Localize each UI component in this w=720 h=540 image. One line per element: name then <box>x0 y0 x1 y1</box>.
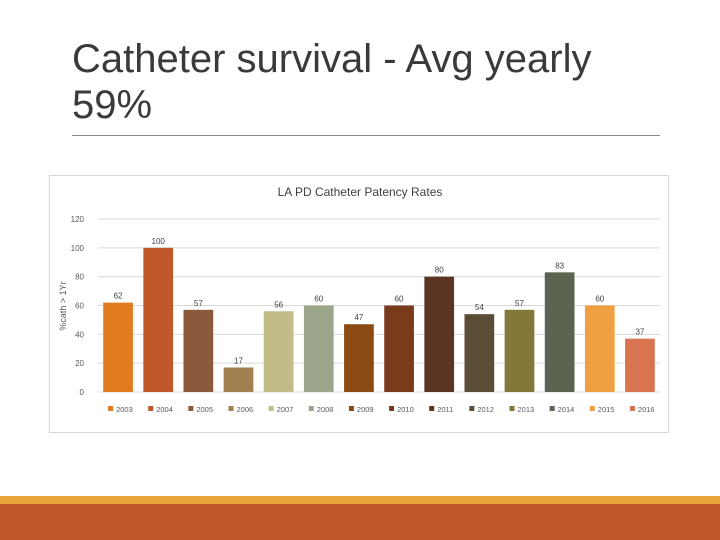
chart-title: LA PD Catheter Patency Rates <box>278 185 443 199</box>
data-label-2016: 37 <box>635 328 644 337</box>
bar-2015 <box>584 305 615 392</box>
bar-2004 <box>143 247 174 392</box>
data-label-2005: 57 <box>194 299 203 308</box>
legend: 2003 2004 2005 2006 2007 2008 2009 2010 2011 2012… <box>108 405 655 414</box>
y-axis-label: %cath > 1Yr <box>58 281 68 330</box>
data-label-2009: 47 <box>354 313 363 322</box>
bar-2013 <box>504 309 535 392</box>
legend-swatch-2007 <box>268 406 274 411</box>
y-axis-ticks: 0 20 40 60 80 100 120 <box>71 215 85 397</box>
bar-2016 <box>625 338 655 392</box>
bar-2009 <box>344 324 374 392</box>
bar-2008 <box>303 305 334 392</box>
data-label-2007: 56 <box>274 300 283 309</box>
legend-label-2014: 2014 <box>558 405 575 414</box>
legend-label-2016: 2016 <box>638 405 655 414</box>
legend-swatch-2009 <box>348 406 354 411</box>
bar-2005 <box>183 309 214 392</box>
footer-band <box>0 504 720 540</box>
data-label-2008: 60 <box>314 295 323 304</box>
bar-2014 <box>544 272 575 392</box>
patency-chart: LA PD Catheter Patency Rates 0 20 40 60 80 10… <box>58 185 660 414</box>
legend-swatch-2013 <box>509 406 515 411</box>
legend-label-2011: 2011 <box>437 405 453 414</box>
legend-swatch-2005 <box>188 406 194 411</box>
legend-swatch-2008 <box>308 406 314 411</box>
legend-label-2009: 2009 <box>357 405 374 414</box>
bar-2010 <box>384 305 414 392</box>
legend-swatch-2015 <box>589 406 595 411</box>
footer-accent-stripe <box>0 496 720 504</box>
bars <box>103 247 655 392</box>
title-divider <box>72 135 660 136</box>
data-label-2006: 17 <box>234 356 243 365</box>
y-tick-label: 80 <box>75 273 84 282</box>
data-label-2004: 100 <box>152 237 166 246</box>
bar-2012 <box>464 314 495 392</box>
bar-2011 <box>424 276 455 392</box>
bar-2006 <box>223 367 254 392</box>
legend-label-2003: 2003 <box>116 405 133 414</box>
data-label-2014: 83 <box>555 261 564 270</box>
y-tick-label: 20 <box>75 359 84 368</box>
y-tick-label: 120 <box>71 215 85 224</box>
slide-title: Catheter survival - Avg yearly 59% <box>72 37 592 127</box>
y-tick-label: 60 <box>75 302 84 311</box>
legend-label-2010: 2010 <box>397 405 414 414</box>
legend-label-2005: 2005 <box>196 405 213 414</box>
data-label-2015: 60 <box>595 295 604 304</box>
bar-2007 <box>263 311 294 392</box>
data-label-2010: 60 <box>395 295 404 304</box>
y-tick-label: 0 <box>80 388 85 397</box>
legend-label-2013: 2013 <box>518 405 535 414</box>
chart-container: LA PD Catheter Patency Rates 0 20 40 60 80 10… <box>49 175 669 433</box>
data-label-2011: 80 <box>435 266 444 275</box>
legend-swatch-2003 <box>108 406 114 411</box>
data-label-2013: 57 <box>515 299 524 308</box>
data-label-2003: 62 <box>114 292 123 301</box>
legend-swatch-2012 <box>469 406 475 411</box>
bar-2003 <box>103 302 133 392</box>
legend-swatch-2016 <box>629 406 635 411</box>
data-label-2012: 54 <box>475 303 484 312</box>
y-tick-label: 100 <box>71 244 85 253</box>
data-labels: 62 100 57 17 56 60 47 60 80 54 57 83 60 37 <box>114 237 645 366</box>
legend-label-2008: 2008 <box>317 405 334 414</box>
legend-swatch-2006 <box>228 406 234 411</box>
legend-label-2007: 2007 <box>277 405 294 414</box>
gridlines <box>98 218 660 393</box>
y-tick-label: 40 <box>75 330 84 339</box>
legend-label-2004: 2004 <box>156 405 173 414</box>
legend-label-2012: 2012 <box>477 405 494 414</box>
legend-label-2006: 2006 <box>237 405 254 414</box>
legend-label-2015: 2015 <box>598 405 615 414</box>
legend-swatch-2004 <box>148 406 154 411</box>
legend-swatch-2011 <box>429 406 435 411</box>
legend-swatch-2014 <box>549 406 555 411</box>
legend-swatch-2010 <box>389 406 395 411</box>
